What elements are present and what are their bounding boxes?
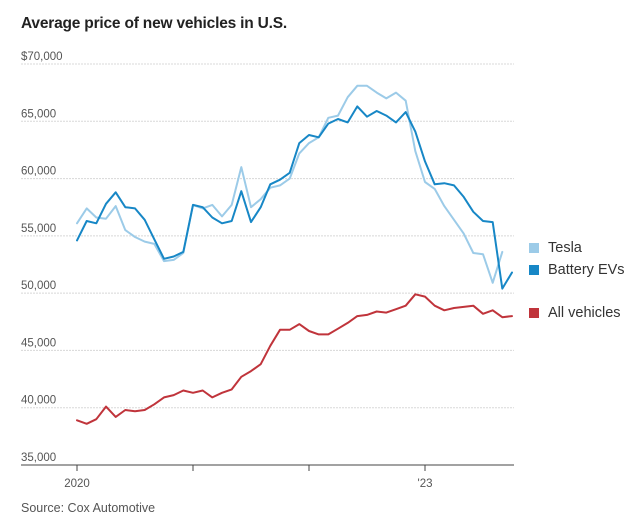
legend-swatch-tesla (529, 243, 539, 253)
legend-label-all-vehicles: All vehicles (548, 305, 621, 321)
series-lines (76, 84, 513, 425)
y-tick-label-40000: 40,000 (21, 395, 56, 407)
series-line-battery-evs (76, 105, 513, 290)
legend-item-all-vehicles: All vehicles (529, 305, 621, 321)
y-axis-tick-labels: 35,000 40,000 45,000 50,000 55,000 60,000 65,0… (21, 51, 63, 464)
series-line-all-vehicles (76, 293, 513, 425)
series-line-tesla (76, 84, 504, 284)
y-tick-label-45000: 45,000 (21, 337, 56, 349)
legend-swatch-all-vehicles (529, 308, 539, 318)
chart-title: Average price of new vehicles in U.S. (21, 15, 287, 32)
legend-item-tesla: Tesla (529, 240, 582, 256)
y-tick-label-35000: 35,000 (21, 452, 56, 464)
source-note: Source: Cox Automotive (21, 501, 156, 515)
y-tick-label-70000: $70,000 (21, 51, 63, 63)
x-tick-label-0: 2020 (64, 478, 90, 490)
x-axis: 2020 '23 (64, 465, 433, 490)
y-tick-label-55000: 55,000 (21, 223, 56, 235)
y-tick-label-65000: 65,000 (21, 108, 56, 120)
y-tick-label-60000: 60,000 (21, 166, 56, 178)
legend-label-tesla: Tesla (548, 240, 582, 256)
x-tick-label-36: '23 (418, 478, 433, 490)
legend-swatch-battery-evs (529, 265, 539, 275)
gridlines (21, 63, 514, 466)
y-tick-label-50000: 50,000 (21, 280, 56, 292)
legend-label-battery-evs: Battery EVs (548, 262, 625, 278)
legend-item-battery-evs: Battery EVs (529, 262, 625, 278)
